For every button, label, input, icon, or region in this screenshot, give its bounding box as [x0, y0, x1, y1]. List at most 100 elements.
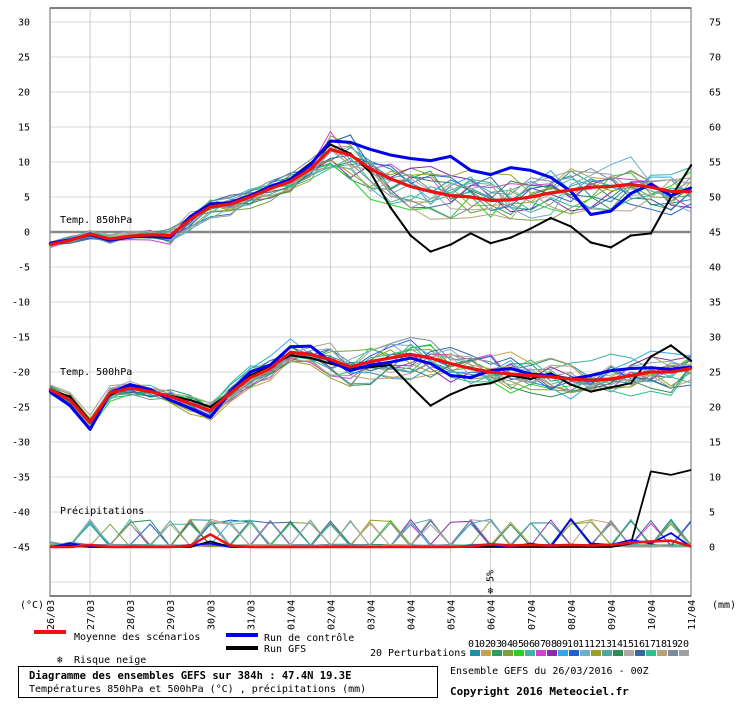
mean-point-t500: [669, 370, 673, 374]
mean-point-t500: [128, 386, 132, 390]
gfs-point-t500: [68, 395, 72, 398]
mean-point-t850: [409, 185, 412, 188]
control-point-t500: [409, 356, 412, 360]
gfs-point-t850: [509, 236, 512, 239]
control-point-t850: [489, 173, 492, 176]
control-point-t850: [409, 157, 412, 160]
mean-point-t500: [68, 398, 72, 402]
mean-point-t850: [449, 194, 452, 197]
mean-point-t500: [189, 402, 192, 405]
mean-point-t850: [48, 243, 52, 246]
control-point-t850: [329, 139, 332, 143]
gfs-point-t500: [189, 398, 192, 402]
mean-point-t850: [509, 198, 512, 201]
mean-point-t500: [168, 395, 172, 398]
control-point-t500: [209, 416, 212, 419]
mean-point-t850: [68, 239, 72, 242]
mean-point-t850: [649, 186, 653, 189]
gfs-point-t500: [689, 359, 693, 362]
mean-point-t500: [209, 409, 212, 412]
control-point-t850: [469, 169, 472, 172]
control-point-t500: [589, 374, 593, 377]
perturbation-swatch: [635, 650, 645, 656]
control-point-t500: [369, 363, 372, 367]
gfs-point-t850: [469, 232, 472, 235]
mean-point-t500: [549, 375, 552, 379]
right-tick-label: 40: [709, 263, 721, 274]
right-tick-label: 45: [709, 228, 721, 239]
perturbation-id-label: 11: [578, 639, 590, 650]
gfs-point-t500: [429, 404, 432, 407]
snow-risk-icon: ❄: [488, 586, 495, 597]
mean-point-t500: [569, 377, 573, 381]
chart-subtitle: Températures 850hPa et 500hPa (°C) , pré…: [29, 684, 367, 695]
left-tick-label: -45: [12, 543, 30, 554]
mean-point-t500: [409, 353, 412, 356]
mean-point-t850: [128, 235, 132, 238]
mean-point-t850: [389, 177, 392, 180]
perturbation-swatch: [580, 650, 590, 656]
perturbation-id-label: 07: [534, 639, 546, 650]
gfs-point-t500: [529, 377, 532, 381]
gfs-point-t850: [589, 241, 593, 244]
gfs-point-t850: [369, 171, 372, 174]
control-point-t500: [309, 344, 312, 348]
panel-label-t850: Temp. 850hPa: [60, 215, 132, 226]
perturbation-id-label: 10: [567, 639, 579, 650]
panel-label-t500: Temp. 500hPa: [60, 367, 132, 378]
gfs-point-t500: [389, 363, 392, 367]
left-tick-label: -15: [12, 333, 30, 344]
date-tick-label: 07/04: [527, 600, 538, 630]
mean-point-t850: [589, 186, 593, 189]
perturbation-id-label: 06: [523, 639, 535, 650]
legend-perturbations-label: 20 Perturbations: [370, 648, 466, 659]
perturbation-swatch: [514, 650, 524, 656]
left-tick-label: -30: [12, 438, 30, 449]
perturbation-swatch: [503, 650, 513, 656]
right-tick-label: 35: [709, 298, 721, 309]
perturbation-id-label: 17: [644, 639, 656, 650]
control-point-t850: [429, 159, 432, 162]
gfs-point-t500: [489, 382, 492, 385]
mean-point-t500: [689, 367, 693, 370]
control-point-t850: [209, 202, 212, 206]
mean-point-t850: [329, 148, 332, 151]
mean-point-t850: [168, 234, 172, 237]
control-point-t850: [609, 209, 613, 213]
control-point-t500: [68, 404, 72, 407]
perturbation-id-label: 01: [468, 639, 480, 650]
perturbation-id-label: 03: [490, 639, 502, 650]
date-tick-label: 31/03: [246, 600, 257, 630]
right-tick-label: 65: [709, 88, 721, 99]
mean-point-t500: [249, 376, 252, 379]
control-point-t500: [189, 407, 192, 410]
mean-point-t850: [289, 180, 292, 183]
perturbation-id-label: 05: [512, 639, 524, 650]
date-tick-label: 09/04: [607, 600, 618, 630]
mean-point-t850: [689, 190, 693, 193]
perturbation-id-label: 16: [633, 639, 645, 650]
perturbation-swatch: [624, 650, 634, 656]
mean-point-t500: [389, 356, 392, 360]
mean-point-t850: [669, 190, 673, 193]
control-point-t500: [269, 363, 272, 367]
mean-point-t500: [589, 379, 593, 382]
perturbation-id-label: 15: [622, 639, 634, 650]
gfs-point-t500: [649, 355, 653, 358]
control-point-t850: [589, 213, 593, 216]
control-point-t500: [449, 374, 452, 377]
gfs-point-t850: [569, 225, 573, 228]
gfs-point-t850: [409, 234, 412, 237]
control-point-t850: [529, 169, 532, 172]
left-tick-label: 0: [24, 228, 30, 239]
perturbation-swatch: [613, 650, 623, 656]
gfs-point-t500: [449, 393, 452, 396]
right-tick-label: 10: [709, 473, 721, 484]
perturbation-swatch: [470, 650, 480, 656]
control-point-t850: [309, 163, 312, 166]
date-tick-label: 26/03: [46, 600, 57, 630]
perturbation-swatch: [525, 650, 535, 656]
right-axis-unit: (mm): [712, 600, 736, 611]
mean-point-t500: [329, 358, 332, 361]
control-point-t850: [349, 141, 352, 144]
